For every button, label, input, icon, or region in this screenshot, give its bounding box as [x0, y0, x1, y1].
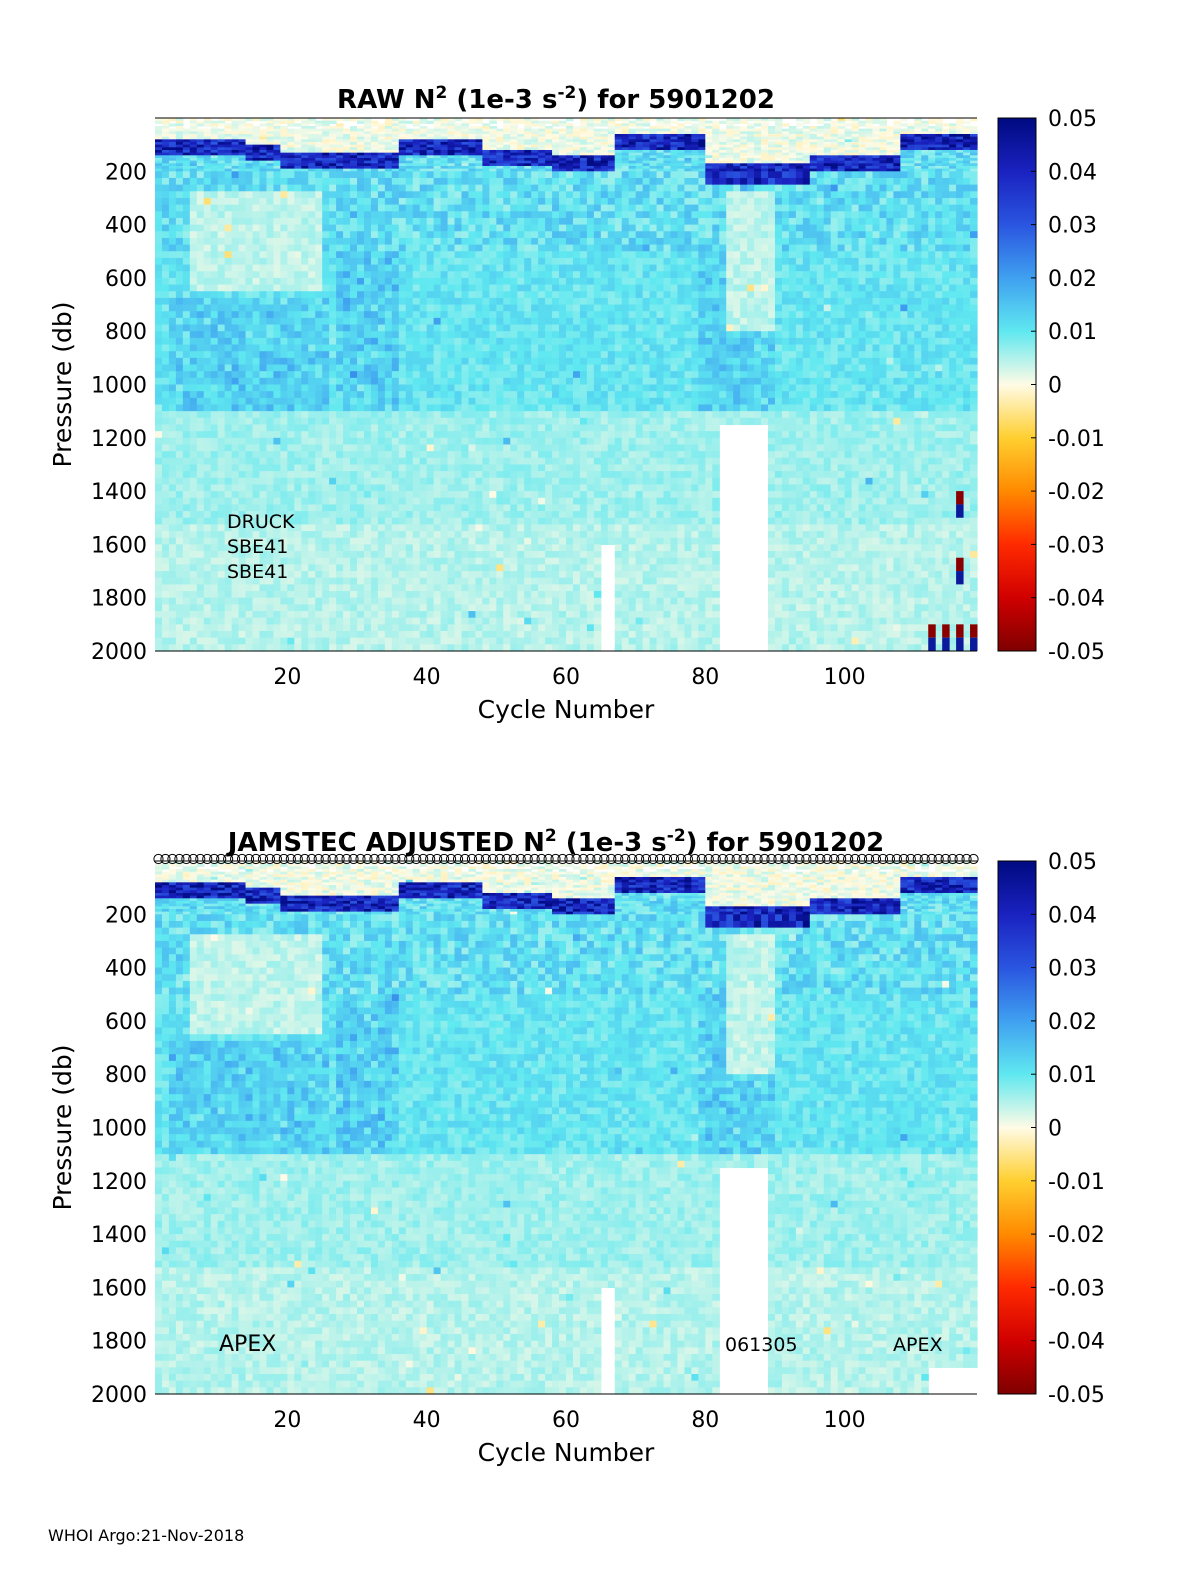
anomaly-mark	[956, 558, 963, 585]
colorbar: 0.05 0.04 0.03 0.02 0.01 0 -0.01 -0.02 -0.03 -0.0…	[998, 107, 1105, 665]
x-tick-label: 20	[273, 1408, 301, 1433]
colorbar-tick-label: -0.02	[1048, 1223, 1105, 1248]
y-tick-label: 2000	[91, 1383, 147, 1408]
colorbar-tick-label: -0.05	[1048, 1383, 1105, 1408]
y-tick-label: 1400	[91, 1223, 147, 1248]
y-tick-label: 800	[105, 1063, 147, 1088]
heatmap-cells	[155, 861, 978, 1395]
title-part: -2	[667, 826, 686, 846]
colorbar-tick-label: 0.04	[1048, 903, 1097, 928]
colorbar-tick-label: 0.05	[1048, 850, 1097, 875]
annotation-label: APEX	[219, 1332, 276, 1357]
title-part: 2	[436, 83, 448, 103]
title-part: 2	[545, 826, 557, 846]
colorbar: 0.05 0.04 0.03 0.02 0.01 0 -0.01 -0.02 -0.03 -0.0…	[998, 850, 1105, 1408]
colorbar-tick-label: 0.01	[1048, 320, 1097, 345]
x-tick-label: 60	[552, 1408, 580, 1433]
y-axis-label: Pressure (db)	[48, 1045, 77, 1211]
x-tick-label: 40	[413, 665, 441, 690]
y-axis-ticks: 200 400 600 800 1000 1200 1400 1600 1800 2000	[91, 903, 147, 1408]
colorbar-tick-label: -0.04	[1048, 1330, 1105, 1355]
annotation-label: 061305	[725, 1334, 798, 1356]
title-part: -2	[557, 83, 576, 103]
colorbar-tick-label: -0.05	[1048, 640, 1105, 665]
title-part: (1e-3 s	[557, 828, 667, 858]
y-tick-label: 600	[105, 1010, 147, 1035]
y-tick-label: 1200	[91, 427, 147, 452]
y-tick-label: 1200	[91, 1170, 147, 1195]
y-tick-label: 1000	[91, 374, 147, 399]
x-tick-label: 100	[824, 1408, 866, 1433]
chart-title: JAMSTEC ADJUSTED N2 (1e-3 s-2) for 59012…	[226, 826, 885, 858]
x-tick-label: 20	[273, 665, 301, 690]
annotation-label: SBE41	[227, 536, 288, 558]
colorbar-tick-label: -0.02	[1048, 480, 1105, 505]
adjusted-n2-panel: JAMSTEC ADJUSTED N2 (1e-3 s-2) for 59012…	[48, 826, 1105, 1467]
y-tick-label: 1000	[91, 1117, 147, 1142]
x-tick-label: 40	[413, 1408, 441, 1433]
y-tick-label: 400	[105, 957, 147, 982]
colorbar-tick-label: -0.03	[1048, 1276, 1105, 1301]
colorbar-gradient	[998, 118, 1036, 651]
colorbar-tick-label: 0	[1048, 1117, 1062, 1142]
title-part: JAMSTEC ADJUSTED N	[226, 828, 545, 858]
y-tick-label: 400	[105, 214, 147, 239]
title-part: ) for 5901202	[686, 828, 885, 858]
colorbar-tick-label: 0	[1048, 374, 1062, 399]
raw-n2-panel: RAW N2 (1e-3 s-2) for 590120220040060080…	[48, 83, 1105, 724]
y-tick-label: 1600	[91, 1276, 147, 1301]
y-tick-label: 1400	[91, 480, 147, 505]
annotations: DRUCK SBE41 SBE41	[227, 511, 295, 583]
colorbar-tick-label: -0.01	[1048, 427, 1105, 452]
x-axis-ticks: 20 40 60 80 100	[273, 665, 865, 690]
colorbar-tick-label: -0.04	[1048, 587, 1105, 612]
colorbar-tick-label: 0.04	[1048, 160, 1097, 185]
title-part: ) for 5901202	[576, 85, 775, 115]
x-tick-label: 80	[691, 665, 719, 690]
y-tick-label: 800	[105, 320, 147, 345]
colorbar-tick-label: 0.03	[1048, 214, 1097, 239]
colorbar-tick-label: 0.01	[1048, 1063, 1097, 1088]
x-tick-label: 60	[552, 665, 580, 690]
annotation-label: APEX	[893, 1334, 942, 1356]
x-axis-label: Cycle Number	[478, 1438, 655, 1467]
y-tick-label: 2000	[91, 640, 147, 665]
y-axis-ticks: 200 400 600 800 1000 1200 1400 1600 1800 2000	[91, 160, 147, 665]
y-tick-label: 200	[105, 160, 147, 185]
y-axis-label: Pressure (db)	[48, 302, 77, 468]
y-tick-label: 1800	[91, 1330, 147, 1355]
annotation-label: DRUCK	[227, 511, 295, 533]
title-part: (1e-3 s	[447, 85, 557, 115]
footer-credit: WHOI Argo:21-Nov-2018	[48, 1526, 244, 1545]
anomaly-mark	[956, 491, 963, 518]
y-tick-label: 1600	[91, 533, 147, 558]
title-part: RAW N	[337, 85, 435, 115]
x-axis-label: Cycle Number	[478, 695, 655, 724]
x-tick-label: 80	[691, 1408, 719, 1433]
y-tick-label: 600	[105, 267, 147, 292]
x-tick-label: 100	[824, 665, 866, 690]
colorbar-tick-label: 0.03	[1048, 957, 1097, 982]
colorbar-tick-label: 0.02	[1048, 267, 1097, 292]
y-tick-label: 200	[105, 903, 147, 928]
annotation-label: SBE41	[227, 561, 288, 583]
colorbar-tick-label: -0.01	[1048, 1170, 1105, 1195]
y-tick-label: 1800	[91, 587, 147, 612]
colorbar-gradient	[998, 861, 1036, 1394]
colorbar-tick-label: 0.02	[1048, 1010, 1097, 1035]
colorbar-tick-label: 0.05	[1048, 107, 1097, 132]
x-axis-ticks: 20 40 60 80 100	[273, 1408, 865, 1433]
chart-title: RAW N2 (1e-3 s-2) for 5901202	[337, 83, 775, 115]
colorbar-tick-label: -0.03	[1048, 533, 1105, 558]
